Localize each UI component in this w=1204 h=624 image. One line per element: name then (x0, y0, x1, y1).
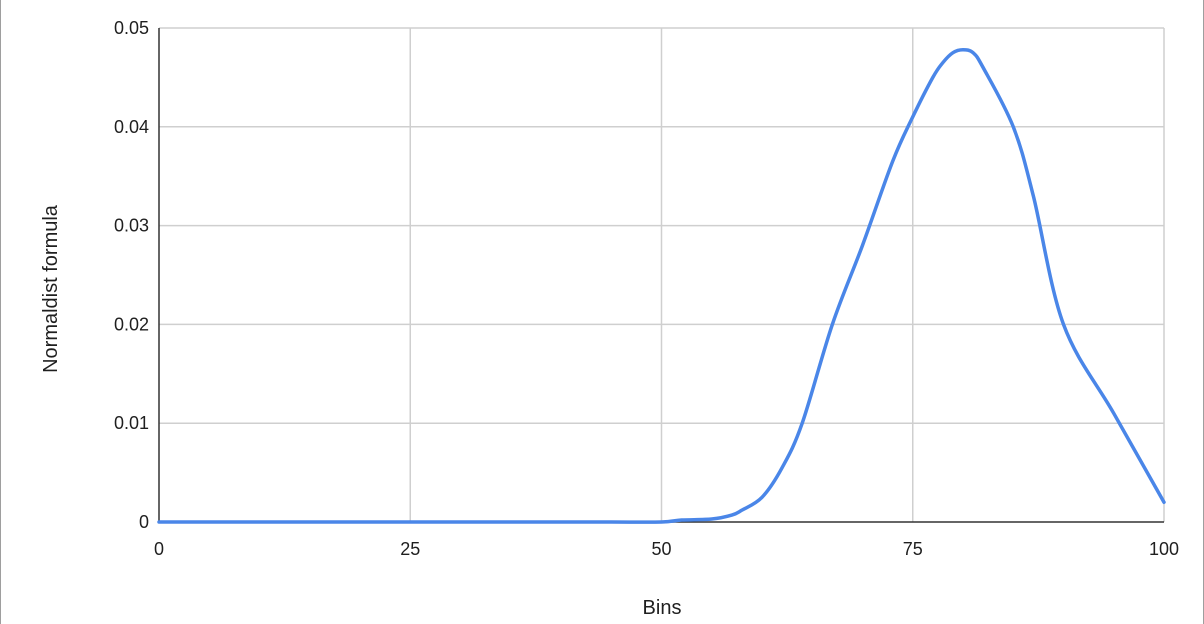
x-tick-label: 25 (400, 539, 420, 559)
x-tick-label: 50 (651, 539, 671, 559)
y-tick-label: 0.04 (114, 117, 149, 137)
gridlines (159, 27, 1165, 522)
y-tick-label: 0 (139, 512, 149, 532)
x-tick-label: 0 (154, 539, 164, 559)
y-tick-label: 0.05 (114, 18, 149, 38)
x-tick-label: 75 (903, 539, 923, 559)
x-axis-title: Bins (643, 597, 682, 619)
y-axis-title: Normaldist formula (40, 204, 62, 373)
x-tick-label: 100 (1149, 539, 1179, 559)
y-tick-label: 0.01 (114, 413, 149, 433)
tick-labels: 0 0.01 0.02 0.03 0.04 0.05 0 25 50 75 100 (114, 18, 1179, 559)
series-line (157, 47, 1166, 524)
series-layer (157, 47, 1166, 524)
y-tick-label: 0.03 (114, 216, 149, 236)
y-tick-label: 0.02 (114, 314, 149, 334)
